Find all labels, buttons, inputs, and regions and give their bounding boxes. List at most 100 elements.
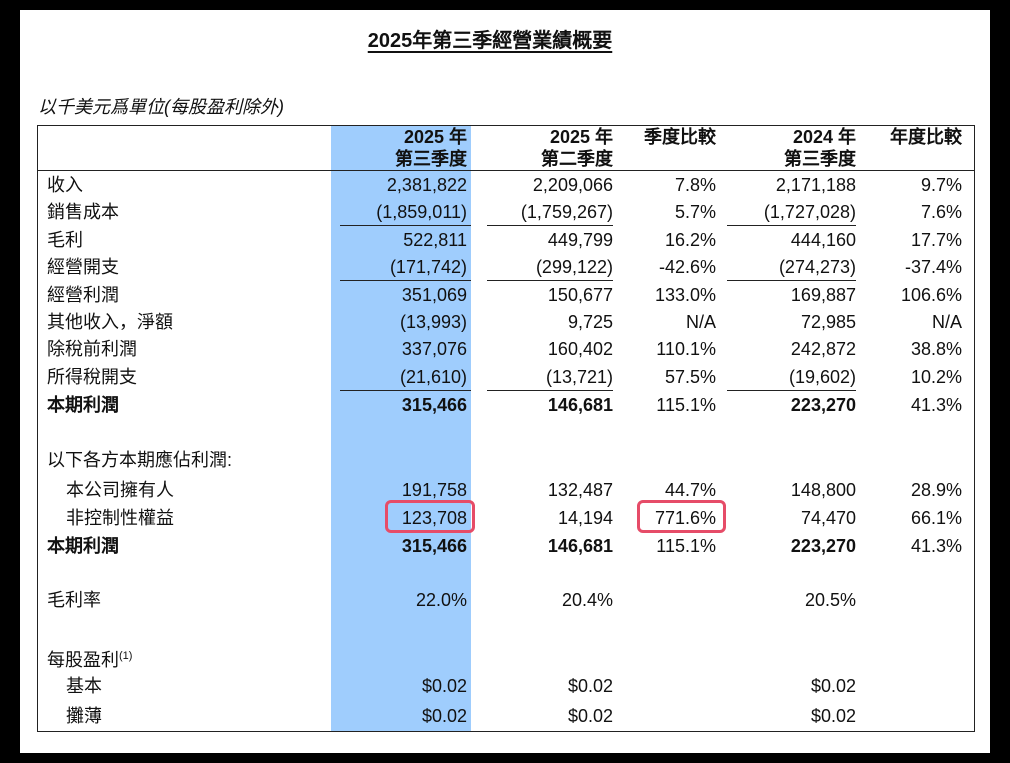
cell: 160,402 (547, 339, 613, 359)
row-label: 每股盈利(1) (47, 650, 133, 670)
row-label: 毛利 (47, 230, 83, 250)
cell: -42.6% (658, 257, 716, 277)
column-header: 年度比較 (890, 127, 962, 147)
cell: (1,727,028) (763, 202, 856, 222)
cell: 66.1% (910, 508, 962, 528)
cell: 115.1% (656, 536, 716, 556)
cell: N/A (685, 312, 716, 332)
underline (727, 225, 856, 226)
cell: 146,681 (547, 536, 613, 556)
cell: (21,610) (399, 367, 467, 387)
cell: 123,708 (401, 508, 467, 528)
sheet (20, 10, 990, 753)
cell: 133.0% (654, 285, 716, 305)
cell: 115.1% (656, 395, 716, 415)
underline (487, 280, 613, 281)
cell: 132,487 (547, 480, 613, 500)
cell: 169,887 (790, 285, 856, 305)
cell: (274,273) (778, 257, 856, 277)
cell: 74,470 (800, 508, 856, 528)
cell: 315,466 (401, 536, 467, 556)
cell: 28.9% (910, 480, 962, 500)
cell: $0.02 (810, 706, 856, 726)
cell: 44.7% (664, 480, 716, 500)
row-label: 以下各方本期應佔利潤: (47, 450, 232, 470)
row-label: 本期利潤 (47, 395, 119, 415)
cell: 14,194 (557, 508, 613, 528)
cell: 337,076 (401, 339, 467, 359)
header-rule (37, 170, 974, 171)
column-header: 2025 年 (403, 127, 467, 147)
cell: 9,725 (567, 312, 613, 332)
cell: (171,742) (389, 257, 467, 277)
row-label: 經營開支 (47, 257, 119, 277)
row-label: 經營利潤 (47, 285, 119, 305)
cell: 7.8% (674, 175, 716, 195)
underline (340, 390, 471, 391)
cell: 146,681 (547, 395, 613, 415)
footnote-mark: (1) (119, 650, 133, 662)
cell: 771.6% (654, 508, 716, 528)
cell: 41.3% (910, 536, 962, 556)
cell: 242,872 (790, 339, 856, 359)
cell: (299,122) (535, 257, 613, 277)
cell: 351,069 (401, 285, 467, 305)
row-label: 非控制性權益 (66, 508, 174, 528)
cell: 16.2% (664, 230, 716, 250)
column-header: 第三季度 (784, 149, 856, 169)
column-header: 2025 年 (549, 127, 613, 147)
cell: 38.8% (910, 339, 962, 359)
cell: N/A (931, 312, 962, 332)
cell: $0.02 (810, 676, 856, 696)
cell: 20.5% (804, 590, 856, 610)
row-label: 基本 (66, 676, 102, 696)
cell: 5.7% (674, 202, 716, 222)
row-label: 本期利潤 (47, 536, 119, 556)
cell: 315,466 (401, 395, 467, 415)
column-header: 第二季度 (541, 149, 613, 169)
underline (340, 225, 471, 226)
cell: (13,993) (399, 312, 467, 332)
column-header: 第三季度 (395, 149, 467, 169)
cell: 7.6% (920, 202, 962, 222)
cell: 150,677 (547, 285, 613, 305)
row-label: 本公司擁有人 (66, 480, 174, 500)
cell: 148,800 (790, 480, 856, 500)
cell: 223,270 (790, 536, 856, 556)
cell: (19,602) (788, 367, 856, 387)
unit-note: 以千美元爲單位(每股盈利除外) (38, 97, 284, 117)
underline (727, 280, 856, 281)
cell: 110.1% (656, 339, 716, 359)
cell: 191,758 (401, 480, 467, 500)
highlight-box (385, 500, 475, 533)
cell: $0.02 (421, 676, 467, 696)
highlight-box (637, 500, 726, 533)
cell: 10.2% (910, 367, 962, 387)
title: 2025年第三季經營業績概要 (367, 30, 613, 52)
cell: 449,799 (547, 230, 613, 250)
row-label: 毛利率 (47, 590, 101, 610)
cell: (1,759,267) (520, 202, 613, 222)
row-label: 攤薄 (66, 706, 102, 726)
cell: 9.7% (920, 175, 962, 195)
cell: 223,270 (790, 395, 856, 415)
cell: -37.4% (904, 257, 962, 277)
cell: 2,209,066 (532, 175, 613, 195)
row-label: 除稅前利潤 (47, 339, 137, 359)
cell: 2,171,188 (775, 175, 856, 195)
column-header: 2024 年 (792, 127, 856, 147)
cell: 22.0% (415, 590, 467, 610)
row-label: 銷售成本 (47, 202, 119, 222)
underline (727, 390, 856, 391)
cell: 106.6% (900, 285, 962, 305)
row-label: 收入 (47, 175, 83, 195)
highlight-column (331, 125, 471, 731)
cell: $0.02 (421, 706, 467, 726)
table-border (37, 125, 975, 732)
cell: 522,811 (403, 230, 467, 250)
cell: 57.5% (664, 367, 716, 387)
cell: $0.02 (567, 706, 613, 726)
row-label: 所得稅開支 (47, 367, 137, 387)
cell: 17.7% (910, 230, 962, 250)
